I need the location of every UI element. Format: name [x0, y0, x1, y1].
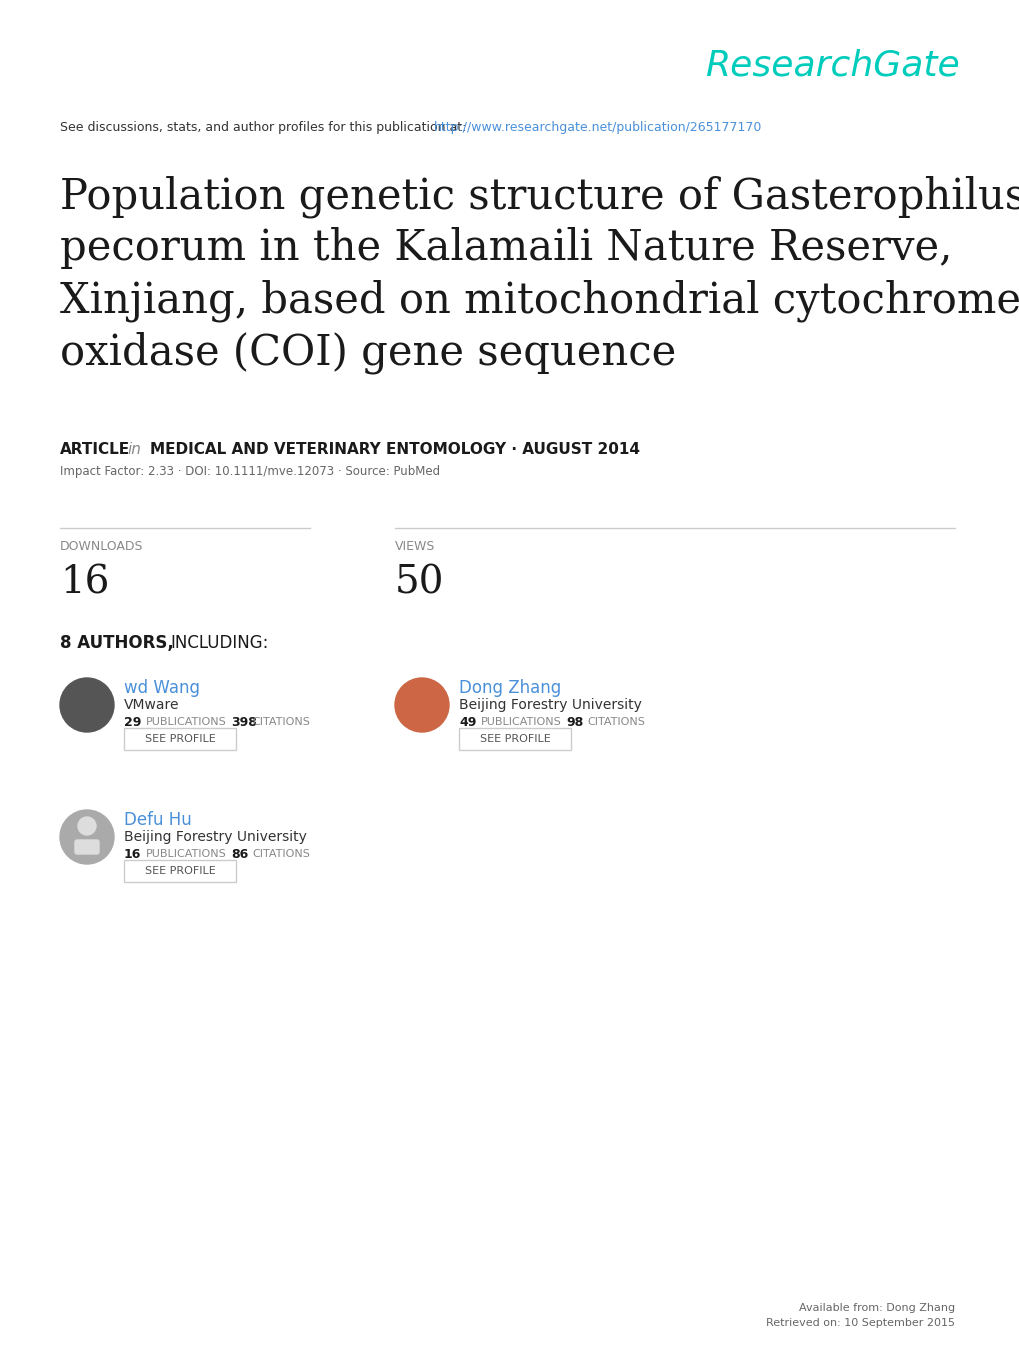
- Text: SEE PROFILE: SEE PROFILE: [145, 734, 215, 744]
- Text: Available from: Dong Zhang: Available from: Dong Zhang: [798, 1303, 954, 1313]
- Text: ARTICLE: ARTICLE: [60, 442, 130, 457]
- Text: ResearchGate: ResearchGate: [704, 49, 959, 82]
- Text: CITATIONS: CITATIONS: [252, 717, 310, 727]
- Text: PUBLICATIONS: PUBLICATIONS: [481, 717, 561, 727]
- Text: DOWNLOADS: DOWNLOADS: [60, 539, 144, 553]
- Text: wd Wang: wd Wang: [124, 679, 200, 698]
- Text: 50: 50: [394, 565, 444, 602]
- Text: 8 AUTHORS,: 8 AUTHORS,: [60, 634, 173, 652]
- FancyBboxPatch shape: [124, 727, 235, 750]
- Text: VMware: VMware: [124, 698, 179, 713]
- Text: VIEWS: VIEWS: [394, 539, 435, 553]
- Text: INCLUDING:: INCLUDING:: [170, 634, 268, 652]
- FancyBboxPatch shape: [459, 727, 571, 750]
- Text: PUBLICATIONS: PUBLICATIONS: [146, 717, 226, 727]
- Text: 398: 398: [230, 715, 257, 729]
- Text: MEDICAL AND VETERINARY ENTOMOLOGY · AUGUST 2014: MEDICAL AND VETERINARY ENTOMOLOGY · AUGU…: [150, 442, 639, 457]
- Text: 98: 98: [566, 715, 583, 729]
- Text: CITATIONS: CITATIONS: [252, 849, 310, 859]
- Circle shape: [77, 817, 96, 836]
- Text: http://www.researchgate.net/publication/265177170: http://www.researchgate.net/publication/…: [433, 122, 761, 134]
- Text: SEE PROFILE: SEE PROFILE: [479, 734, 550, 744]
- Text: Retrieved on: 10 September 2015: Retrieved on: 10 September 2015: [765, 1318, 954, 1328]
- Text: 49: 49: [459, 715, 476, 729]
- Text: Defu Hu: Defu Hu: [124, 811, 192, 829]
- Text: PUBLICATIONS: PUBLICATIONS: [146, 849, 226, 859]
- Circle shape: [60, 677, 114, 731]
- Text: Population genetic structure of Gasterophilus
pecorum in the Kalamaili Nature Re: Population genetic structure of Gasterop…: [60, 174, 1019, 375]
- Circle shape: [60, 810, 114, 864]
- Text: CITATIONS: CITATIONS: [586, 717, 644, 727]
- Text: See discussions, stats, and author profiles for this publication at:: See discussions, stats, and author profi…: [60, 122, 470, 134]
- FancyBboxPatch shape: [124, 860, 235, 882]
- Circle shape: [394, 677, 448, 731]
- Text: 29: 29: [124, 715, 142, 729]
- Text: 86: 86: [230, 848, 248, 860]
- Text: Impact Factor: 2.33 · DOI: 10.1111/mve.12073 · Source: PubMed: Impact Factor: 2.33 · DOI: 10.1111/mve.1…: [60, 465, 439, 479]
- Text: 16: 16: [60, 565, 109, 602]
- Text: Beijing Forestry University: Beijing Forestry University: [124, 830, 307, 844]
- Text: Beijing Forestry University: Beijing Forestry University: [459, 698, 641, 713]
- Text: SEE PROFILE: SEE PROFILE: [145, 867, 215, 876]
- Text: Dong Zhang: Dong Zhang: [459, 679, 560, 698]
- Text: in: in: [127, 442, 141, 457]
- FancyBboxPatch shape: [75, 840, 99, 854]
- Text: 16: 16: [124, 848, 142, 860]
